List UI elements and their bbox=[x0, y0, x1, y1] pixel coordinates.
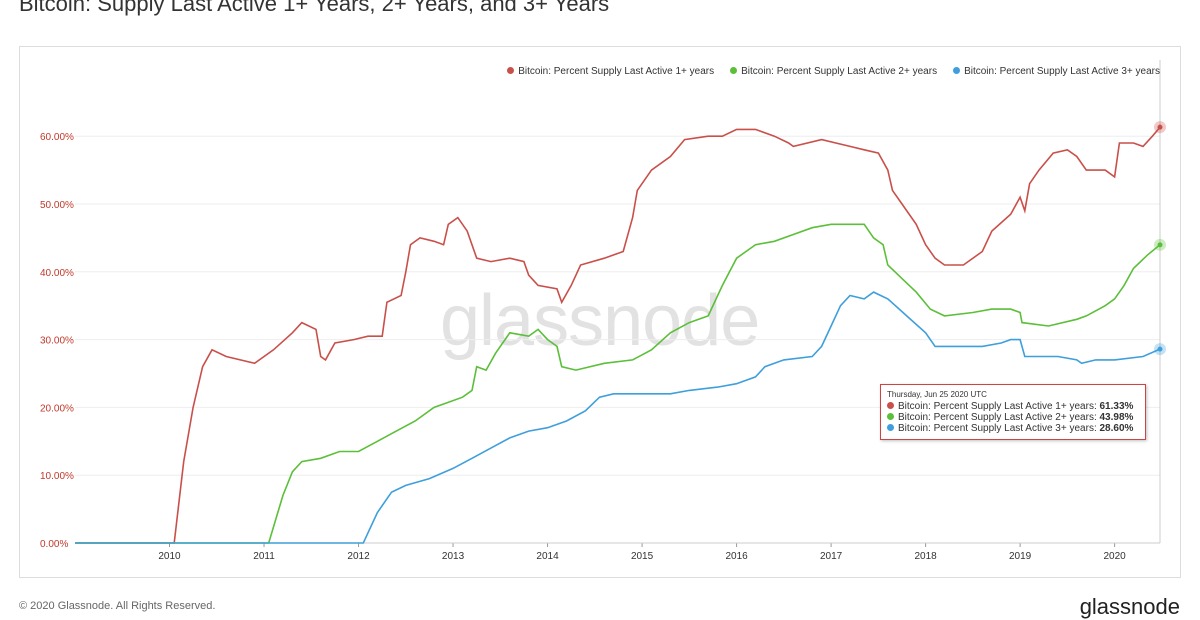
x-tick-label: 2016 bbox=[725, 551, 748, 562]
series-marker bbox=[1157, 124, 1163, 130]
tooltip-date: Thursday, Jun 25 2020 UTC bbox=[887, 390, 987, 399]
watermark: glassnode bbox=[440, 281, 760, 361]
legend-dot-icon bbox=[730, 67, 738, 74]
dot-icon bbox=[887, 413, 894, 420]
brand-logo: glassnode bbox=[1079, 594, 1180, 619]
series-line-3 bbox=[75, 291, 1161, 544]
legend-dot-icon bbox=[507, 67, 515, 74]
chart-container bbox=[19, 46, 1181, 578]
series-marker bbox=[1157, 346, 1163, 352]
tooltip: Thursday, Jun 25 2020 UTC Bitcoin: Perce… bbox=[880, 384, 1146, 440]
x-tick-label: 2010 bbox=[158, 551, 181, 562]
y-tick-label: 20.00% bbox=[40, 403, 74, 414]
x-tick-label: 2020 bbox=[1104, 551, 1127, 562]
x-tick-label: 2012 bbox=[347, 551, 370, 562]
y-tick-label: 60.00% bbox=[40, 132, 74, 143]
series-line-1 bbox=[75, 126, 1161, 544]
x-tick-label: 2017 bbox=[820, 551, 843, 562]
copyright: © 2020 Glassnode. All Rights Reserved. bbox=[19, 600, 216, 612]
series-marker bbox=[1157, 242, 1163, 248]
legend-item[interactable]: Bitcoin: Percent Supply Last Active 1+ y… bbox=[507, 66, 714, 77]
series-line-2 bbox=[75, 223, 1161, 544]
dot-icon bbox=[887, 424, 894, 431]
legend-dot-icon bbox=[953, 67, 961, 74]
legend-item[interactable]: Bitcoin: Percent Supply Last Active 3+ y… bbox=[953, 66, 1160, 77]
x-tick-label: 2015 bbox=[631, 551, 654, 562]
tooltip-row: Bitcoin: Percent Supply Last Active 3+ y… bbox=[887, 423, 1139, 434]
y-tick-label: 50.00% bbox=[40, 200, 74, 211]
x-tick-label: 2011 bbox=[253, 551, 275, 562]
legend: Bitcoin: Percent Supply Last Active 1+ y… bbox=[507, 66, 1160, 77]
x-tick-label: 2014 bbox=[536, 551, 559, 562]
tooltip-row: Bitcoin: Percent Supply Last Active 2+ y… bbox=[887, 412, 1139, 423]
legend-item[interactable]: Bitcoin: Percent Supply Last Active 2+ y… bbox=[730, 66, 937, 77]
y-tick-label: 10.00% bbox=[40, 471, 74, 482]
tooltip-row: Bitcoin: Percent Supply Last Active 1+ y… bbox=[887, 401, 1139, 412]
y-tick-label: 0.00% bbox=[40, 539, 68, 550]
x-tick-label: 2013 bbox=[442, 551, 465, 562]
x-tick-label: 2019 bbox=[1009, 551, 1032, 562]
y-tick-label: 30.00% bbox=[40, 336, 74, 347]
dot-icon bbox=[887, 402, 894, 409]
chart-title: Bitcoin: Supply Last Active 1+ Years, 2+… bbox=[19, 0, 610, 16]
x-tick-label: 2018 bbox=[914, 551, 937, 562]
y-tick-label: 40.00% bbox=[40, 268, 74, 279]
